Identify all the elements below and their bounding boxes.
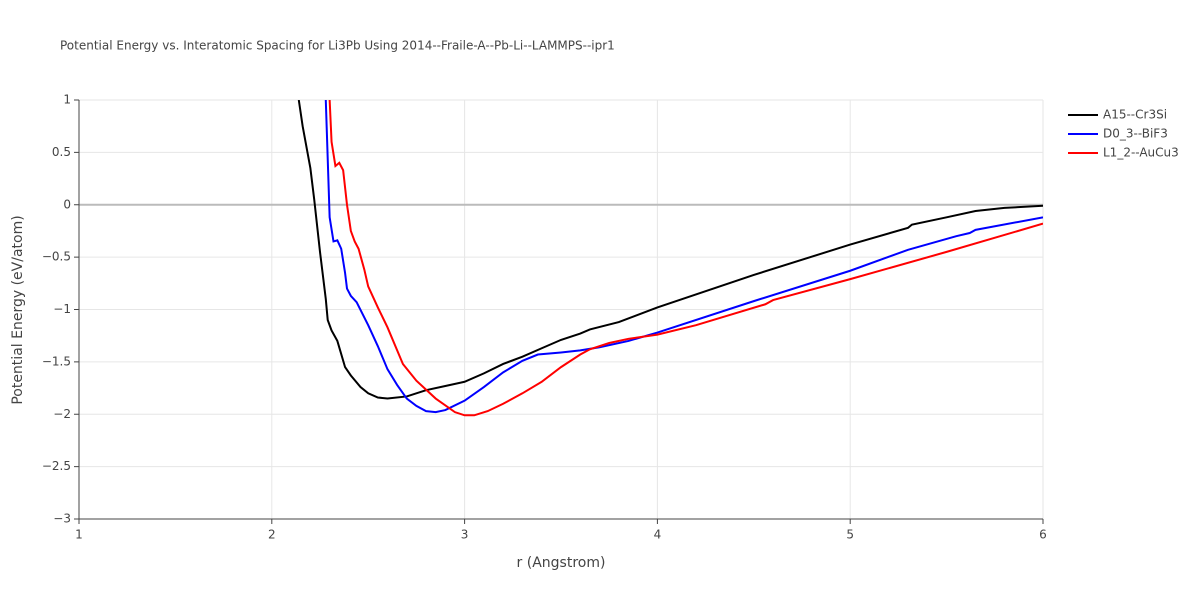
x-tick-label: 1 — [75, 528, 83, 542]
y-axis-title: Potential Energy (eV/atom) — [10, 215, 26, 404]
y-tick-label: −2 — [53, 407, 71, 421]
legend-label: A15--Cr3Si — [1103, 108, 1167, 122]
x-tick-label: 4 — [654, 528, 662, 542]
y-tick-label: −1.5 — [42, 354, 71, 368]
series-line — [297, 100, 1043, 400]
legend-label: D0_3--BiF3 — [1103, 127, 1168, 141]
y-tick-label: −0.5 — [42, 250, 71, 264]
y-tick-label: 0.5 — [52, 145, 71, 159]
chart-title: Potential Energy vs. Interatomic Spacing… — [60, 39, 615, 53]
y-tick-label: −1 — [53, 302, 71, 316]
x-tick-label: 6 — [1039, 528, 1047, 542]
x-tick-label: 2 — [268, 528, 276, 542]
legend-label: L1_2--AuCu3 — [1103, 146, 1179, 160]
series-line — [324, 100, 1043, 414]
x-tick-label: 3 — [461, 528, 469, 542]
y-tick-label: −2.5 — [42, 459, 71, 473]
x-axis-title: r (Angstrom) — [517, 555, 606, 571]
series-line — [328, 100, 1043, 417]
plot-area — [297, 100, 1043, 417]
y-tick-label: 1 — [63, 93, 71, 107]
y-tick-label: 0 — [63, 197, 71, 211]
x-tick-label: 5 — [846, 528, 854, 542]
y-tick-label: −3 — [53, 512, 71, 526]
